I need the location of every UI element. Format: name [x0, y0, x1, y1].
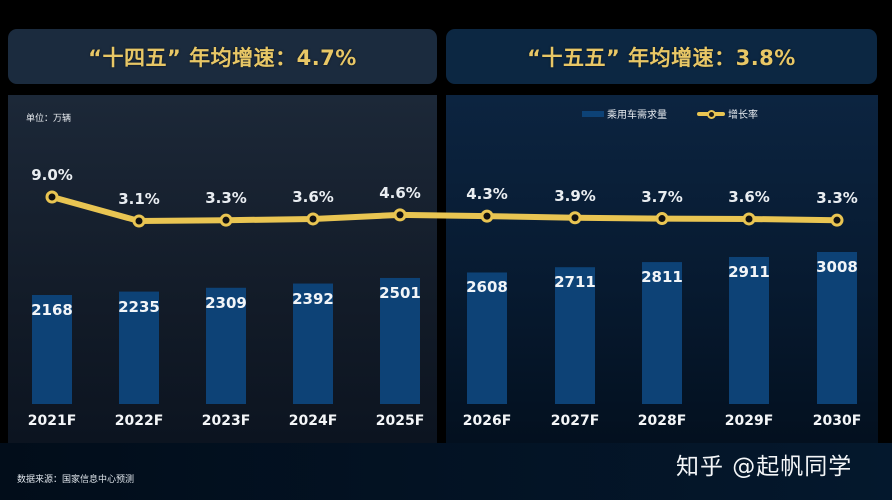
fifteenth-plan-title: “十五五” 年均增速：3.8%	[527, 45, 796, 70]
x-axis-year-label: 2025F	[375, 413, 425, 429]
bar-value-label: 2911	[728, 262, 770, 281]
growth-rate-label: 9.0%	[31, 165, 73, 184]
demand-bar	[817, 252, 857, 404]
legend-growth-label: 增长率	[728, 110, 758, 121]
x-axis-year-label: 2028F	[637, 413, 687, 429]
growth-rate-label: 3.7%	[641, 187, 683, 206]
x-axis-year-label: 2022F	[114, 413, 164, 429]
x-axis-year-label: 2021F	[27, 413, 77, 429]
demand-bar	[32, 295, 72, 404]
growth-rate-label: 3.3%	[205, 189, 247, 208]
x-axis-year-label: 2029F	[724, 413, 774, 429]
growth-rate-label: 3.3%	[816, 189, 858, 208]
demand-bar	[380, 277, 420, 404]
chart-legend: 乘用车需求量 增长率	[582, 106, 758, 121]
bar-value-label: 3008	[816, 258, 858, 276]
growth-rate-label: 3.1%	[118, 190, 160, 208]
bar-value-label: 2811	[641, 268, 683, 287]
growth-rate-marker	[568, 211, 582, 225]
demand-bar	[555, 267, 595, 404]
fifteenth-plan-title-box: “十五五” 年均增速：3.8%	[446, 29, 877, 84]
unit-label: 单位：万辆	[26, 114, 72, 124]
demand-bar	[467, 272, 507, 404]
zhihu-watermark: 知乎 @起帆同学	[676, 454, 853, 480]
demand-bar	[729, 256, 769, 404]
growth-rate-line	[49, 194, 840, 224]
demand-bars	[32, 252, 857, 404]
demand-bar	[642, 262, 682, 404]
footer-band	[0, 443, 892, 500]
growth-rate-marker	[830, 213, 844, 227]
bar-value-label: 2392	[292, 289, 334, 308]
demand-bar	[293, 283, 333, 404]
bar-value-label: 2309	[205, 293, 247, 312]
bar-value-label: 2168	[31, 301, 73, 319]
growth-rate-marker	[45, 190, 59, 204]
x-axis-year-label: 2026F	[462, 413, 512, 429]
growth-rate-label: 4.6%	[379, 183, 421, 202]
demand-bar	[119, 291, 159, 404]
growth-rate-marker	[655, 212, 669, 226]
data-source-note: 数据来源：国家信息中心预测	[17, 475, 135, 485]
x-axis-year-label: 2023F	[201, 413, 251, 429]
bar-value-label: 2235	[118, 297, 160, 316]
growth-rate-label: 3.6%	[292, 187, 334, 206]
growth-rate-label: 3.9%	[554, 186, 596, 205]
legend-item-growth: 增长率	[697, 106, 758, 121]
growth-rate-marker	[132, 214, 146, 228]
fourteenth-plan-title-box: “十四五” 年均增速：4.7%	[8, 29, 437, 84]
x-axis-year-label: 2030F	[812, 413, 862, 429]
line-swatch-icon	[697, 109, 725, 119]
growth-rate-label: 4.3%	[466, 185, 508, 204]
growth-rate-marker	[306, 212, 320, 226]
growth-rate-marker	[742, 212, 756, 226]
x-axis-year-label: 2027F	[550, 413, 600, 429]
growth-rate-marker	[219, 213, 233, 227]
legend-demand-label: 乘用车需求量	[607, 110, 667, 121]
growth-rate-marker	[393, 208, 407, 222]
growth-rate-marker	[480, 209, 494, 223]
bar-value-label: 2501	[379, 283, 421, 302]
legend-item-demand: 乘用车需求量	[582, 106, 667, 121]
x-axis-year-label: 2024F	[288, 413, 338, 429]
bar-swatch-icon	[582, 110, 604, 117]
demand-bar	[206, 287, 246, 404]
growth-rate-label: 3.6%	[728, 187, 770, 206]
bar-value-label: 2711	[554, 273, 596, 292]
growth-rate-markers	[45, 190, 844, 228]
fourteenth-plan-title: “十四五” 年均增速：4.7%	[88, 45, 357, 70]
bar-value-label: 2608	[466, 278, 508, 297]
